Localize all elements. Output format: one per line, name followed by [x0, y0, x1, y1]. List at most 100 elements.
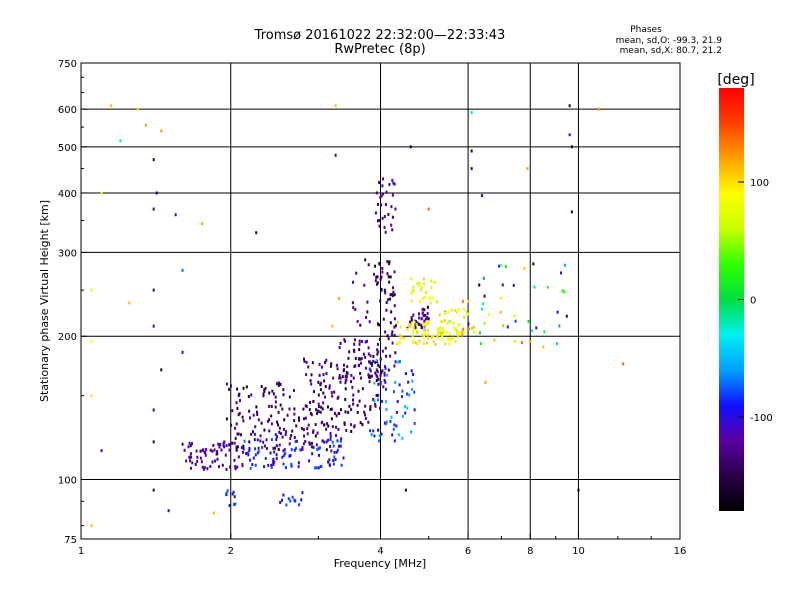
data-point — [270, 422, 273, 426]
data-point — [343, 338, 346, 342]
x-axis-label: Frequency [MHz] — [334, 557, 426, 570]
data-point — [375, 359, 378, 363]
data-point — [418, 339, 421, 343]
data-point — [333, 411, 336, 415]
data-point — [382, 177, 385, 181]
data-point — [368, 375, 371, 379]
data-point — [278, 430, 281, 434]
data-point — [376, 352, 379, 356]
data-point — [398, 333, 401, 337]
data-point — [387, 298, 390, 302]
data-point — [190, 455, 193, 459]
data-point — [320, 381, 323, 385]
x-axis-ticks: 1 2 4 6 8 10 16 — [78, 533, 686, 557]
data-point — [252, 413, 255, 417]
data-point — [345, 370, 348, 374]
data-point — [237, 432, 240, 436]
data-point — [426, 315, 429, 319]
data-point — [381, 216, 384, 220]
data-point — [339, 376, 342, 380]
data-point — [329, 438, 332, 442]
data-point — [375, 368, 378, 372]
data-point — [268, 429, 271, 433]
data-point — [527, 319, 530, 323]
data-point — [391, 215, 394, 219]
data-point — [317, 380, 320, 384]
data-point — [454, 308, 457, 312]
data-point — [419, 299, 422, 303]
data-point — [310, 413, 313, 417]
data-point — [408, 324, 411, 328]
data-point — [399, 325, 402, 329]
data-point — [331, 440, 334, 444]
data-point — [381, 270, 384, 274]
data-point — [257, 418, 260, 422]
data-point — [268, 391, 271, 395]
data-point — [326, 422, 329, 426]
data-point — [387, 212, 390, 216]
data-point — [430, 279, 433, 283]
data-point — [484, 380, 487, 384]
data-point — [385, 308, 388, 312]
data-point — [275, 438, 278, 442]
data-point — [272, 462, 275, 466]
data-point — [379, 299, 382, 303]
data-point — [298, 418, 301, 422]
data-point — [419, 288, 422, 292]
data-point — [239, 399, 242, 403]
data-point — [415, 329, 418, 333]
data-point — [358, 399, 361, 403]
data-point — [414, 320, 417, 324]
data-point — [426, 319, 429, 323]
data-point — [337, 444, 340, 448]
data-point — [412, 373, 415, 377]
data-point — [373, 434, 376, 438]
data-point — [353, 424, 356, 428]
data-point — [331, 394, 334, 398]
data-point — [380, 371, 383, 375]
data-point — [450, 308, 453, 312]
data-point — [332, 462, 335, 466]
data-point — [559, 271, 562, 275]
data-point — [235, 422, 238, 426]
data-point — [391, 433, 394, 437]
data-point — [390, 310, 393, 314]
data-point — [467, 322, 470, 326]
data-point — [333, 390, 336, 394]
data-point — [241, 415, 244, 419]
data-point — [364, 340, 367, 344]
data-point — [320, 405, 323, 409]
data-point — [303, 434, 306, 438]
data-point — [400, 395, 403, 399]
data-point — [383, 288, 386, 292]
data-point — [324, 385, 327, 389]
data-point — [425, 322, 428, 326]
data-point — [319, 388, 322, 392]
data-point — [344, 381, 347, 385]
data-point — [404, 372, 407, 376]
data-point — [421, 311, 424, 315]
data-point — [263, 444, 266, 448]
data-point — [410, 369, 413, 373]
data-point — [384, 367, 387, 371]
data-point — [284, 466, 287, 470]
data-point — [282, 462, 285, 466]
data-point — [261, 445, 264, 449]
data-point — [366, 300, 369, 304]
data-point — [256, 412, 259, 416]
data-point — [364, 258, 367, 262]
data-point — [482, 276, 485, 280]
colorbar-label: [deg] — [717, 72, 754, 88]
data-point — [413, 320, 416, 324]
data-point — [251, 463, 254, 467]
data-point — [456, 329, 459, 333]
data-point — [272, 446, 275, 450]
data-point — [392, 427, 395, 431]
data-point — [372, 429, 375, 433]
data-point — [499, 310, 502, 314]
data-point — [423, 319, 426, 323]
data-point — [327, 460, 330, 464]
data-point — [273, 450, 276, 454]
data-point — [457, 332, 460, 336]
